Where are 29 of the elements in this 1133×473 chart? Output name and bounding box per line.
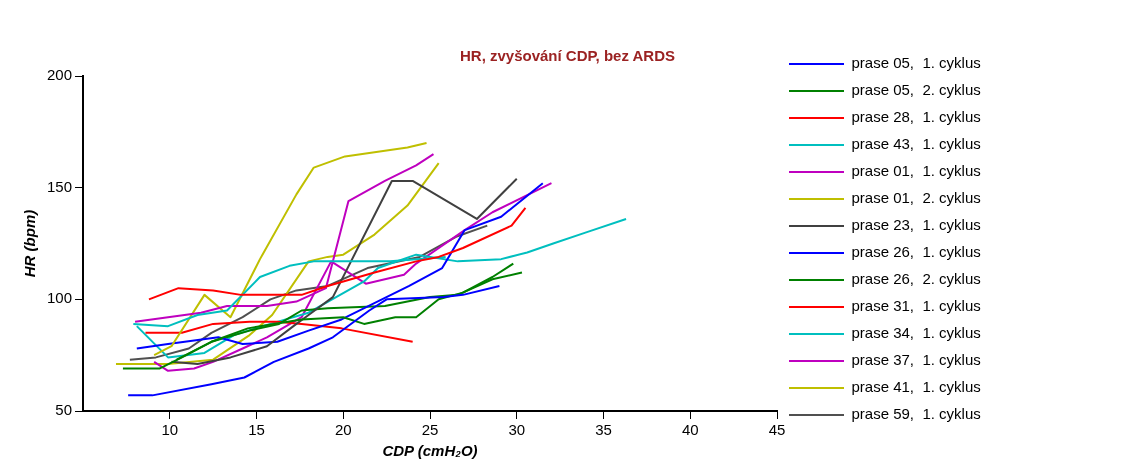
x-tick-label: 10 <box>161 421 179 439</box>
x-tick-label: 25 <box>421 421 439 439</box>
legend-label: prase 37, 1. cyklus <box>851 351 981 369</box>
legend-label: prase 01, 1. cyklus <box>851 162 981 180</box>
legend-label: prase 26, 2. cyklus <box>851 270 981 288</box>
legend-label: prase 28, 1. cyklus <box>851 108 981 126</box>
x-tick-label: 45 <box>768 421 786 439</box>
legend-label: prase 05, 2. cyklus <box>851 81 981 99</box>
x-axis-title: CDP (cmH₂O) <box>382 442 478 460</box>
chart-title: HR, zvyšování CDP, bez ARDS <box>459 47 676 65</box>
legend-label: prase 23, 1. cyklus <box>851 216 981 234</box>
legend-label: prase 05, 1. cyklus <box>851 54 981 72</box>
legend-label: prase 43, 1. cyklus <box>851 135 981 153</box>
x-tick-label: 40 <box>681 421 699 439</box>
x-tick-label: 35 <box>595 421 612 439</box>
legend-label: prase 41, 1. cyklus <box>851 378 981 396</box>
legend-label: prase 31, 1. cyklus <box>851 297 981 315</box>
x-tick-label: 15 <box>248 421 265 439</box>
legend-label: prase 34, 1. cyklus <box>851 324 981 342</box>
legend-label: prase 26, 1. cyklus <box>851 243 981 261</box>
y-tick-label: 50 <box>55 401 73 419</box>
legend-label: prase 01, 2. cyklus <box>851 189 981 207</box>
y-tick-label: 150 <box>47 177 73 195</box>
y-axis-title: HR (bpm) <box>21 209 39 278</box>
x-tick-label: 30 <box>508 421 526 439</box>
y-tick-label: 100 <box>47 289 73 307</box>
legend-label: prase 59, 1. cyklus <box>851 405 981 423</box>
y-tick-label: 200 <box>47 66 73 84</box>
x-tick-label: 20 <box>334 421 352 439</box>
